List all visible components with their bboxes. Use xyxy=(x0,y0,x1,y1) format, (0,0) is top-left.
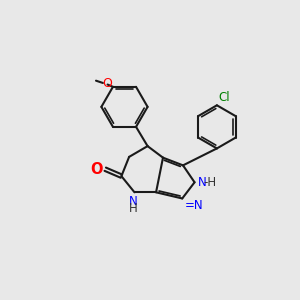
Text: =N: =N xyxy=(184,199,203,212)
Text: N: N xyxy=(129,195,137,208)
Text: H: H xyxy=(129,202,137,215)
Text: O: O xyxy=(90,162,103,177)
Text: Cl: Cl xyxy=(218,91,230,104)
Text: O: O xyxy=(102,77,112,90)
Text: N: N xyxy=(198,176,206,189)
Text: -H: -H xyxy=(204,176,217,189)
